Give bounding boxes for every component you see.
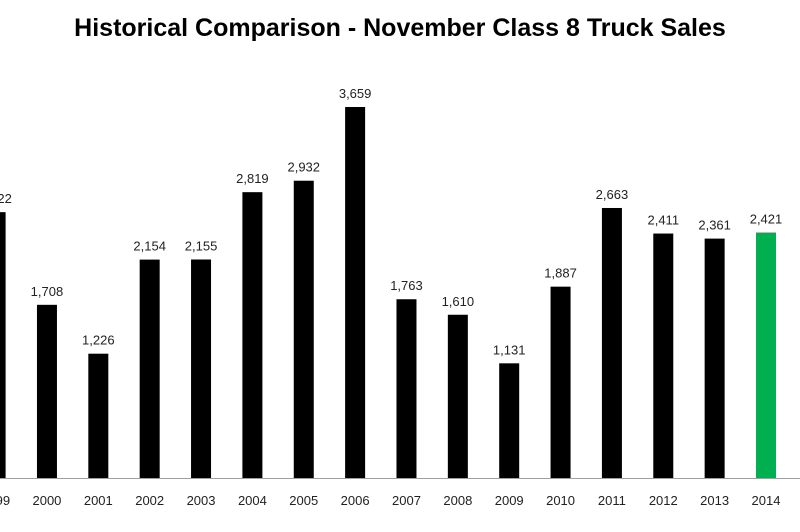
- data-label-2008: 1,610: [442, 294, 475, 309]
- x-tick-label-2001: 2001: [84, 493, 113, 508]
- data-label-2006: 3,659: [339, 86, 372, 101]
- bar-2005: [293, 180, 314, 478]
- bar-2006: [345, 107, 366, 478]
- data-label-2004: 2,819: [236, 171, 269, 186]
- data-label-1999: 2,622: [0, 191, 12, 206]
- bar-2012: [653, 233, 674, 478]
- x-tick-label-2007: 2007: [392, 493, 421, 508]
- data-label-2009: 1,131: [493, 342, 526, 357]
- x-tick-label-2003: 2003: [187, 493, 216, 508]
- x-tick-label-2014: 2014: [752, 493, 781, 508]
- x-tick-label-2002: 2002: [135, 493, 164, 508]
- x-tick-label-2010: 2010: [546, 493, 575, 508]
- data-label-2000: 1,708: [31, 284, 64, 299]
- bar-2013: [704, 238, 725, 478]
- data-label-2003: 2,155: [185, 238, 218, 253]
- data-label-2013: 2,361: [698, 218, 731, 233]
- bar-2010: [550, 286, 571, 478]
- bar-2000: [36, 304, 57, 478]
- x-tick-label-2011: 2011: [598, 493, 626, 508]
- x-tick-label-2005: 2005: [289, 493, 318, 508]
- data-label-2011: 2,663: [596, 187, 629, 202]
- data-label-2002: 2,154: [133, 239, 166, 254]
- data-label-2005: 2,932: [287, 160, 320, 175]
- x-tick-label-1999: 1999: [0, 493, 10, 508]
- bar-2009: [499, 363, 520, 478]
- x-tick-label-2008: 2008: [443, 493, 472, 508]
- x-tick-label-2013: 2013: [700, 493, 729, 508]
- data-label-2007: 1,763: [390, 278, 423, 293]
- bar-2003: [191, 259, 212, 478]
- bar-2014: [756, 232, 776, 478]
- bar-2008: [447, 314, 468, 478]
- data-label-2010: 1,887: [544, 266, 577, 281]
- x-tick-label-2012: 2012: [649, 493, 678, 508]
- data-label-2014: 2,421: [750, 212, 783, 227]
- x-tick-label-2004: 2004: [238, 493, 267, 508]
- bar-2001: [88, 353, 109, 478]
- x-tick-label-2000: 2000: [32, 493, 61, 508]
- bar-2007: [396, 299, 417, 478]
- chart-title: Historical Comparison - November Class 8…: [74, 14, 726, 42]
- bar-2002: [139, 259, 160, 478]
- bar-2004: [242, 192, 263, 478]
- bar-2011: [601, 207, 622, 478]
- x-tick-label-2006: 2006: [341, 493, 370, 508]
- data-label-2001: 1,226: [82, 333, 115, 348]
- data-label-2012: 2,411: [647, 213, 679, 228]
- x-tick-label-2009: 2009: [495, 493, 524, 508]
- bar-1999: [0, 212, 6, 479]
